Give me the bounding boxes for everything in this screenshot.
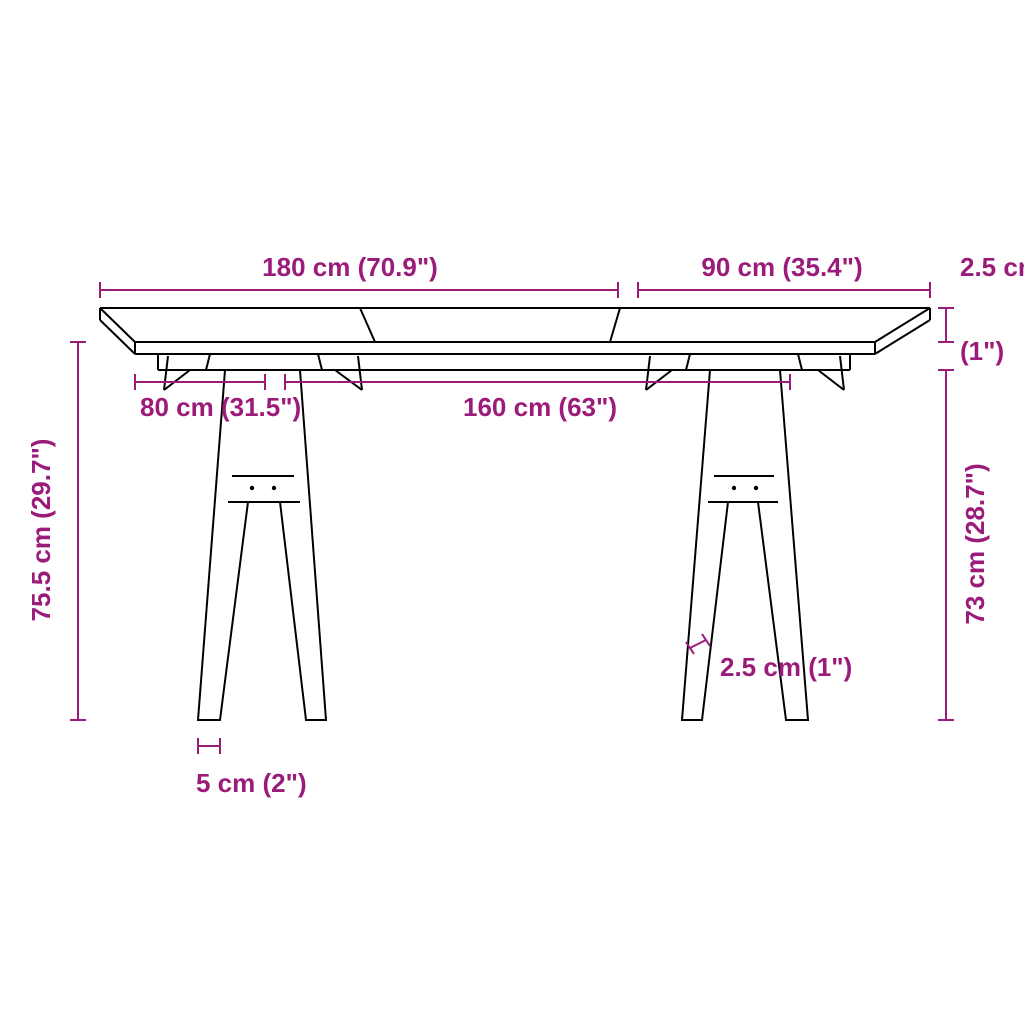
dim-apron-depth: 80 cm (31.5") xyxy=(135,374,301,422)
svg-text:73 cm (28.7"): 73 cm (28.7") xyxy=(960,463,990,624)
svg-text:80 cm (31.5"): 80 cm (31.5") xyxy=(140,392,301,422)
dim-thickness: 2.5 cm (1") xyxy=(938,252,1024,366)
dim-length-top: 180 cm (70.9") xyxy=(100,252,618,298)
dim-apron-length: 160 cm (63") xyxy=(285,374,790,422)
svg-text:2.5 cm: 2.5 cm xyxy=(960,252,1024,282)
svg-text:160 cm (63"): 160 cm (63") xyxy=(463,392,617,422)
dimensions: 180 cm (70.9") 90 cm (35.4") 2.5 cm (1") xyxy=(26,252,1024,798)
dim-foot-width: 5 cm (2") xyxy=(196,738,307,798)
length-top-label: 180 cm xyxy=(262,252,350,282)
table-dimension-diagram: 180 cm (70.9") 90 cm (35.4") 2.5 cm (1") xyxy=(0,0,1024,1024)
dim-depth-top: 90 cm (35.4") xyxy=(638,252,930,298)
svg-text:90 cm (35.4"): 90 cm (35.4") xyxy=(701,252,862,282)
svg-text:5 cm (2"): 5 cm (2") xyxy=(196,768,307,798)
dim-height-left: 75.5 cm (29.7") xyxy=(26,342,86,720)
svg-text:2.5 cm (1"): 2.5 cm (1") xyxy=(720,652,852,682)
svg-text:75.5 cm (29.7"): 75.5 cm (29.7") xyxy=(26,439,56,622)
svg-text:(1"): (1") xyxy=(960,336,1004,366)
dim-height-right: 73 cm (28.7") xyxy=(938,370,990,720)
svg-text:180 cm (70.9"): 180 cm (70.9") xyxy=(262,252,438,282)
